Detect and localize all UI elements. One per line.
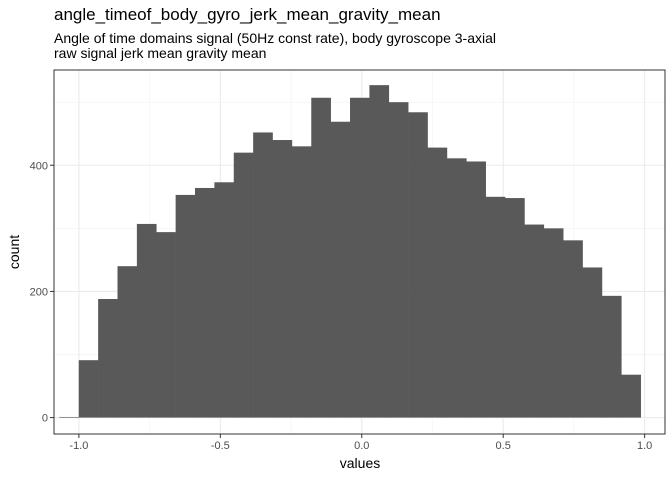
histogram-bar xyxy=(78,360,99,418)
y-axis-title: count xyxy=(6,235,22,269)
histogram-bar xyxy=(582,267,603,418)
chart-title: angle_timeof_body_gyro_jerk_mean_gravity… xyxy=(54,5,441,24)
histogram-bar xyxy=(505,198,525,418)
x-tick-label: -0.5 xyxy=(211,440,230,452)
x-tick-label: 0.5 xyxy=(496,440,511,452)
x-tick-label: 1.0 xyxy=(637,440,652,452)
histogram-bar xyxy=(253,132,273,418)
histogram-bar xyxy=(621,374,641,418)
x-tick-label: 0.0 xyxy=(354,440,369,452)
histogram-bar xyxy=(233,152,254,418)
histogram-bar xyxy=(601,295,622,418)
histogram-bar xyxy=(311,97,331,418)
histogram-bar xyxy=(350,97,370,418)
y-tick-label: 400 xyxy=(30,160,48,172)
y-tick-label: 0 xyxy=(42,413,48,425)
x-tick-label: -1.0 xyxy=(69,440,88,452)
x-axis: -1.0 -0.5 0.0 0.5 1.0 xyxy=(69,434,652,452)
histogram-bar xyxy=(291,146,312,418)
histogram-bar xyxy=(563,240,583,418)
histogram-bar xyxy=(98,298,118,418)
histogram-bar xyxy=(369,85,390,418)
x-axis-title: values xyxy=(340,455,380,471)
histogram-bar xyxy=(485,196,506,418)
histogram-bar xyxy=(214,182,235,418)
histogram-bar xyxy=(175,194,196,418)
histogram-bar xyxy=(427,147,448,418)
y-tick-label: 200 xyxy=(30,286,48,298)
histogram-bar xyxy=(388,102,409,418)
histogram-bar xyxy=(59,416,80,418)
histogram-bar xyxy=(524,224,545,418)
chart-subtitle: Angle of time domains signal (50Hz const… xyxy=(54,31,496,61)
histogram-bar xyxy=(446,158,467,418)
histogram-bar xyxy=(156,232,176,418)
histogram-bar xyxy=(195,187,215,418)
histogram-bar xyxy=(272,140,293,418)
y-axis: 0 200 400 xyxy=(30,160,54,425)
histogram-bar xyxy=(330,121,351,418)
chart-subtitle-line-2: raw signal jerk mean gravity mean xyxy=(54,45,267,61)
histogram-bars xyxy=(59,85,641,418)
chart-subtitle-line-1: Angle of time domains signal (50Hz const… xyxy=(54,30,496,46)
histogram-bar xyxy=(408,112,428,418)
histogram-bar xyxy=(466,161,486,418)
panel-border xyxy=(53,69,666,435)
histogram-bar xyxy=(543,228,564,418)
histogram-bar xyxy=(117,266,138,418)
histogram-bar xyxy=(136,223,157,418)
